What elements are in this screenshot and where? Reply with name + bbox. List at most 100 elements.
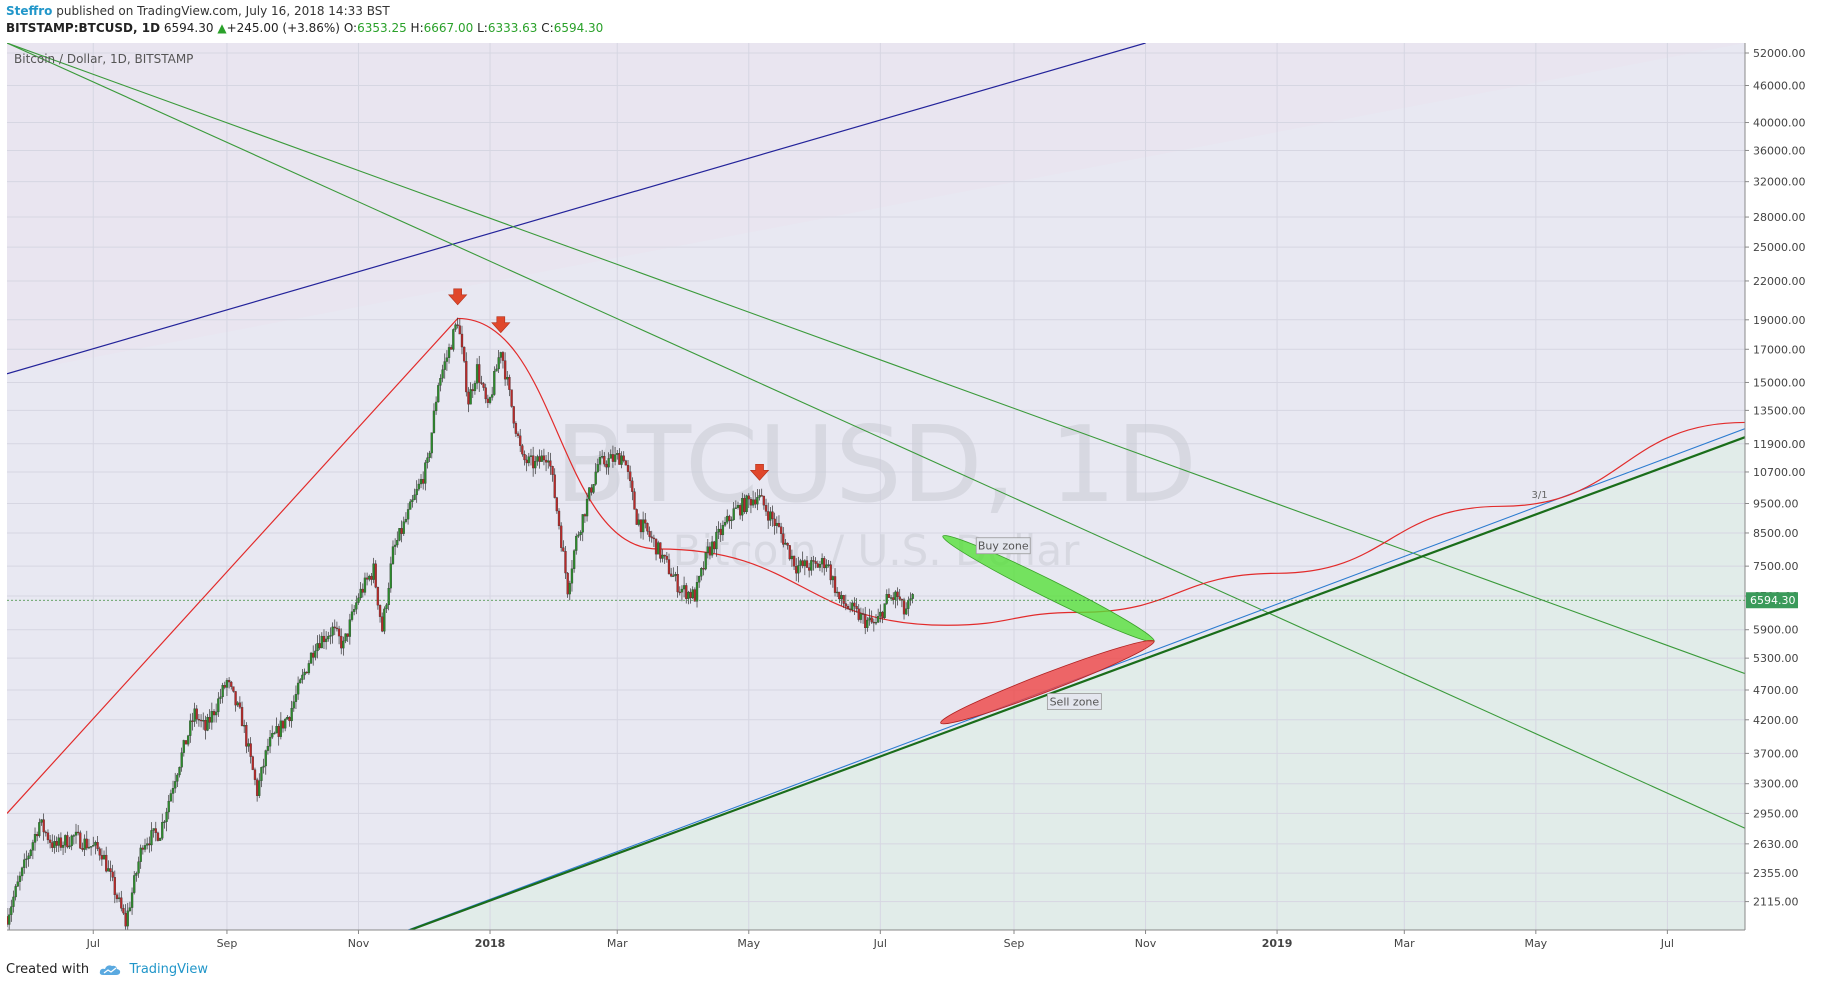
y-tick-label: 2950.00 — [1753, 807, 1799, 820]
candle-body — [439, 378, 442, 386]
candle-body — [695, 582, 699, 602]
candle-body — [784, 542, 787, 545]
candle-body — [417, 483, 421, 490]
candle-body — [23, 859, 26, 868]
candle-body — [635, 509, 638, 525]
candle-body — [702, 568, 705, 570]
candle-body — [506, 376, 509, 380]
candle-body — [96, 842, 99, 849]
candle-body — [475, 364, 479, 384]
candle-body — [404, 519, 408, 522]
close-value: 6594.30 — [553, 21, 604, 35]
candle-body — [130, 892, 134, 908]
candle-body — [230, 681, 233, 687]
candle-body — [609, 454, 612, 459]
candle-body — [105, 854, 108, 872]
candle-body — [792, 555, 796, 567]
candle-body — [767, 511, 770, 521]
y-tick-label: 52000.00 — [1753, 47, 1806, 60]
buy-zone-label: Buy zone — [978, 540, 1029, 553]
candle-body — [396, 540, 399, 546]
x-tick-label: Jul — [86, 937, 100, 950]
candle-body — [374, 563, 377, 588]
candle-body — [758, 495, 761, 498]
candle-body — [560, 525, 563, 548]
candle-body — [176, 774, 179, 782]
candle-body — [521, 445, 524, 455]
candle-body — [202, 720, 205, 722]
candle-body — [245, 725, 248, 747]
candle-body — [728, 515, 731, 521]
candle-body — [327, 635, 330, 640]
candle-body — [685, 585, 688, 599]
candle-body — [92, 845, 95, 847]
candle-body — [42, 819, 45, 833]
candle-body — [456, 324, 459, 326]
candle-body — [698, 576, 701, 583]
candle-body — [406, 509, 410, 520]
candle-body — [87, 846, 91, 849]
candle-body — [163, 821, 166, 823]
candle-body — [38, 822, 41, 837]
candle-body — [661, 554, 664, 559]
candle-body — [894, 591, 897, 600]
candle-body — [309, 652, 313, 664]
candle-body — [786, 542, 789, 546]
candle-body — [592, 484, 595, 493]
y-tick-label: 2355.00 — [1753, 867, 1799, 880]
candle-body — [432, 410, 436, 433]
price-chart[interactable]: BTCUSD, 1D Bitcoin / U.S. Dollar Buy zon… — [0, 43, 1828, 953]
author-name[interactable]: Steffro — [6, 4, 53, 18]
candle-body — [777, 522, 781, 527]
candle-body — [469, 389, 472, 405]
candle-body — [215, 711, 218, 716]
candle-body — [329, 635, 332, 637]
candle-body — [704, 552, 707, 570]
sell-zone-ellipse — [940, 639, 1155, 725]
candle-body — [353, 609, 356, 612]
low-value: 6333.63 — [487, 21, 538, 35]
candle-body — [471, 389, 474, 392]
candle-body — [174, 781, 177, 789]
candle-body — [562, 547, 565, 552]
candle-body — [236, 702, 239, 706]
chart-grid — [7, 43, 1745, 930]
candle-body — [603, 456, 606, 465]
candle-body — [773, 518, 776, 526]
candle-body — [350, 611, 354, 620]
candle-body — [66, 835, 69, 848]
candle-body — [409, 501, 412, 510]
candle-body — [208, 717, 211, 723]
candle-body — [393, 544, 397, 547]
candle-body — [355, 602, 358, 610]
candle-body — [40, 819, 43, 823]
candle-body — [100, 855, 104, 860]
candle-body — [831, 576, 835, 581]
x-tick-label: Sep — [1004, 937, 1025, 950]
candle-body — [523, 454, 526, 461]
candle-body — [717, 528, 720, 533]
footer: Created with TradingView — [6, 961, 208, 979]
tradingview-brand-link[interactable]: TradingView — [129, 962, 208, 977]
candle-body — [525, 459, 528, 464]
candle-body — [680, 588, 684, 593]
candle-body — [333, 626, 336, 629]
candle-body — [622, 455, 625, 461]
candle-body — [570, 568, 574, 584]
candle-body — [335, 627, 339, 630]
candle-body — [113, 877, 116, 895]
y-tick-label: 46000.00 — [1753, 79, 1806, 92]
candle-body — [337, 628, 341, 637]
candle-body — [195, 708, 198, 720]
candle-body — [853, 602, 856, 607]
candle-body — [508, 376, 511, 390]
signal-markers — [447, 288, 770, 481]
y-tick-label: 3700.00 — [1753, 747, 1799, 760]
candle-body — [279, 720, 283, 737]
candle-body — [413, 494, 416, 500]
candle-body — [838, 591, 841, 600]
candle-body — [275, 726, 278, 734]
candle-body — [499, 352, 502, 358]
candle-body — [741, 498, 744, 516]
candle-body — [51, 842, 54, 848]
